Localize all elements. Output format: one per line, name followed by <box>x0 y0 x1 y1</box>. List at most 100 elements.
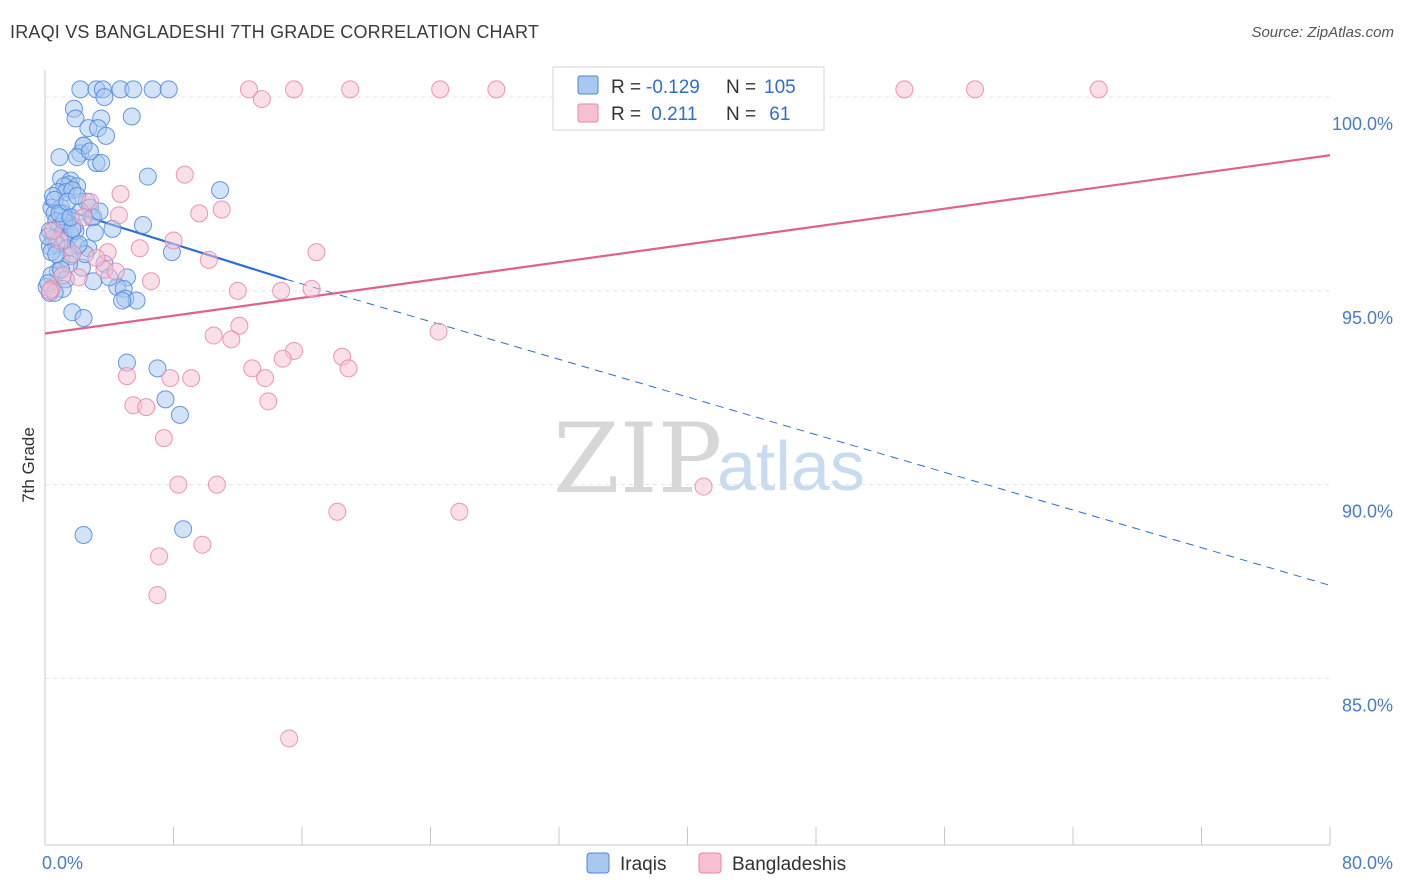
bangladeshis-point <box>74 208 93 227</box>
iraqis-point <box>148 359 167 378</box>
iraqis-point <box>92 154 111 172</box>
bangladeshis-point <box>450 502 469 521</box>
bottom-legend-swatch-iraqis <box>586 852 610 874</box>
legend-n-label-bangladeshis: N = <box>726 104 756 125</box>
bangladeshis-point <box>148 586 167 605</box>
bangladeshis-point <box>302 279 321 298</box>
bangladeshis-point <box>307 243 326 262</box>
bangladeshis-point <box>130 239 149 258</box>
bangladeshis-point <box>182 369 201 388</box>
bangladeshis-point <box>252 90 271 109</box>
series-legend: Iraqis Bangladeshis <box>586 852 846 875</box>
legend-r-value-bangladeshis: 0.211 <box>646 104 697 125</box>
bangladeshis-point <box>204 326 223 345</box>
legend-n-value-bangladeshis: 61 <box>764 104 790 125</box>
iraqis-point <box>80 142 99 161</box>
bangladeshis-point <box>280 729 299 748</box>
bangladeshis-point <box>243 359 262 378</box>
legend-swatch-iraqis <box>577 75 599 95</box>
bangladeshis-point <box>80 192 99 211</box>
iraqis-point <box>143 80 162 99</box>
watermark-atlas: atlas <box>717 427 865 505</box>
bangladeshis-point <box>272 281 291 300</box>
iraqis-point <box>66 109 85 128</box>
source-note: Source: ZipAtlas.com <box>1251 24 1394 41</box>
iraqis-point <box>50 148 69 167</box>
bangladeshis-point <box>222 330 241 349</box>
bangladeshis-point <box>487 80 506 99</box>
bangladeshis-point <box>150 547 169 566</box>
x-tick-label-min: 0.0% <box>42 853 83 873</box>
bangladeshis-point <box>429 322 448 341</box>
iraqis-point <box>95 88 114 107</box>
bottom-legend-label-iraqis: Iraqis <box>620 854 666 875</box>
iraqis-point <box>211 181 230 200</box>
bangladeshis-point <box>273 349 292 368</box>
bangladeshis-point <box>175 165 194 184</box>
y-axis-label: 7th Grade <box>19 427 38 503</box>
iraqis-point <box>113 291 132 310</box>
iraqis-point <box>124 80 143 99</box>
bangladeshis-point <box>40 281 59 300</box>
stats-legend: R = -0.129 N = 105 R = 0.211 N = 61 <box>552 66 825 131</box>
y-tick-label: 95.0% <box>1342 308 1393 328</box>
bangladeshis-point <box>239 80 258 99</box>
bangladeshis-point <box>137 398 156 417</box>
bangladeshis-point <box>228 281 247 300</box>
y-tick-label: 100.0% <box>1332 114 1393 134</box>
bangladeshis-point <box>106 262 125 281</box>
bottom-legend-swatch-bangladeshis <box>698 852 722 874</box>
bangladeshis-point <box>169 475 188 494</box>
bangladeshis-point <box>109 206 128 225</box>
legend-r-label-bangladeshis: R = <box>611 104 641 125</box>
bangladeshis-point <box>193 535 212 554</box>
iraqis-point <box>122 107 141 126</box>
legend-r-label-iraqis: R = <box>611 77 641 98</box>
iraqis-point <box>159 80 178 99</box>
bangladeshis-point <box>164 231 183 250</box>
iraqis-point <box>138 167 157 186</box>
bangladeshis-point <box>199 250 218 269</box>
legend-swatch-bangladeshis <box>577 103 599 123</box>
iraqis-point <box>71 80 90 99</box>
iraqis-point <box>174 520 193 539</box>
gridlines <box>45 96 1330 679</box>
bottom-legend-label-bangladeshis: Bangladeshis <box>732 854 846 875</box>
bangladeshis-point <box>341 80 360 99</box>
iraqis-point <box>170 405 189 424</box>
bangladeshis-point <box>63 245 82 264</box>
bangladeshis-point <box>154 429 173 448</box>
bangladeshis-point <box>1089 80 1108 99</box>
watermark-zip: ZIP <box>553 403 722 515</box>
bangladeshis-point <box>694 477 713 496</box>
bangladeshis-point <box>230 316 249 335</box>
legend-n-label-iraqis: N = <box>726 77 756 98</box>
chart-title: IRAQI VS BANGLADESHI 7TH GRADE CORRELATI… <box>10 22 540 42</box>
iraqis-point <box>133 216 152 234</box>
iraqis-point <box>85 223 104 242</box>
bangladeshis-point <box>53 266 72 285</box>
y-tick-label: 90.0% <box>1342 502 1393 522</box>
bangladeshis-point <box>117 367 136 386</box>
iraqis-point <box>156 390 175 409</box>
x-tick-label-max: 80.0% <box>1342 853 1393 873</box>
legend-r-value-iraqis: -0.129 <box>646 77 700 98</box>
series-bangladeshis-points <box>40 80 1108 748</box>
bangladeshis-point <box>44 221 63 240</box>
bangladeshis-point <box>142 272 161 291</box>
bangladeshis-point <box>284 80 303 99</box>
bangladeshis-point <box>431 80 450 99</box>
bangladeshis-point <box>87 248 106 267</box>
y-tick-labels: 100.0% 95.0% 90.0% 85.0% <box>1332 114 1393 715</box>
trend-lines <box>44 154 1331 586</box>
bangladeshis-point <box>966 80 985 99</box>
bangladeshis-point <box>895 80 914 99</box>
bangladeshis-point <box>190 204 209 223</box>
iraqis-point <box>97 126 116 145</box>
y-tick-label: 85.0% <box>1342 695 1393 715</box>
bangladeshis-point <box>339 359 358 378</box>
iraqis-point <box>74 309 93 327</box>
bangladeshis-point <box>207 475 226 494</box>
bangladeshis-point <box>161 369 180 388</box>
